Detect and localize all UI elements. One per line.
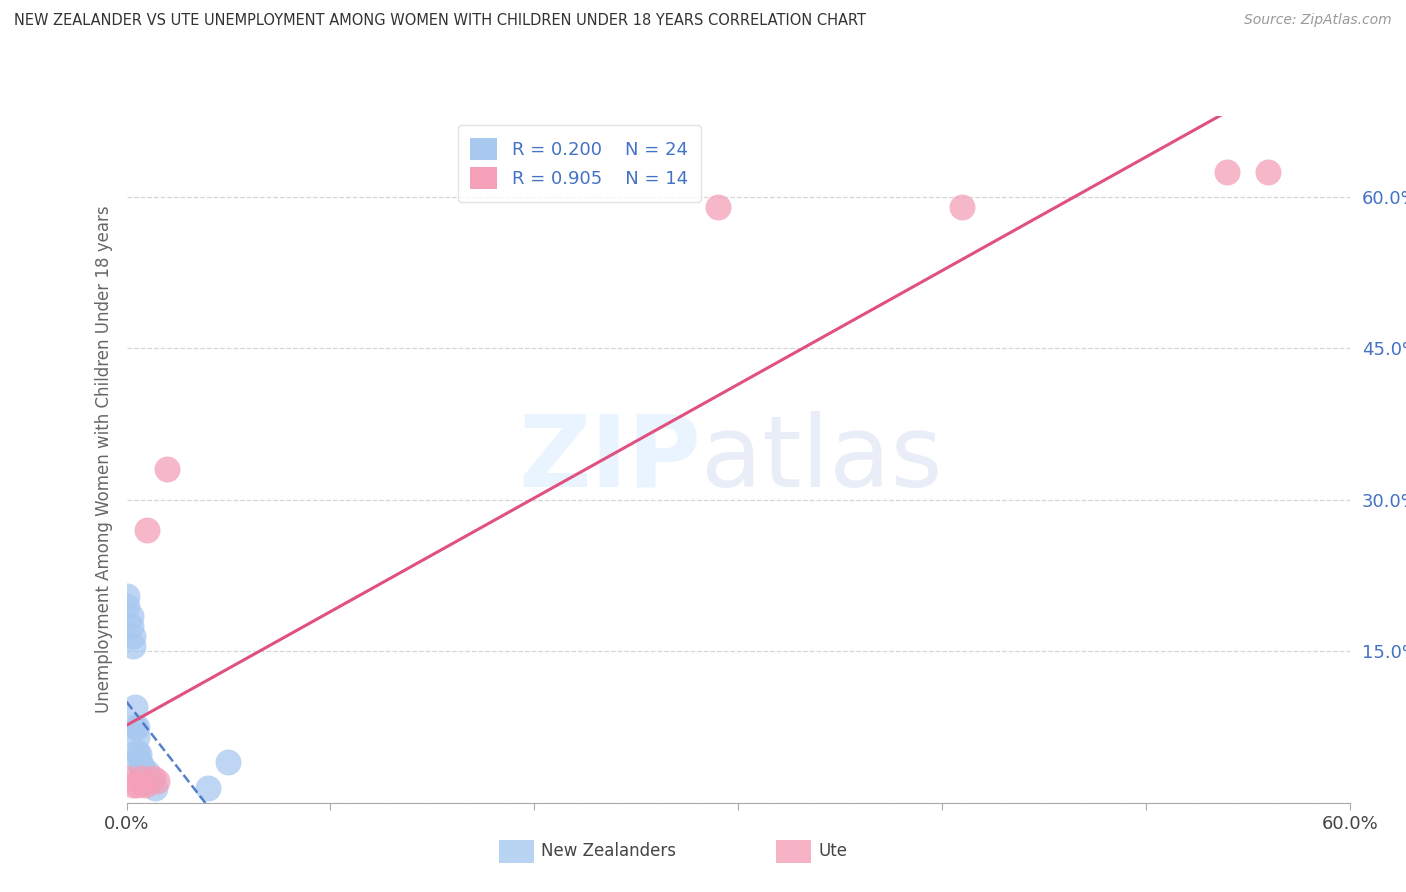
- Text: atlas: atlas: [702, 411, 943, 508]
- Point: [1216, 164, 1239, 178]
- Point: [120, 609, 142, 624]
- Point: [115, 771, 138, 785]
- Point: [197, 780, 219, 795]
- Point: [121, 629, 143, 643]
- Text: New Zealanders: New Zealanders: [541, 842, 676, 860]
- Point: [950, 200, 973, 214]
- Point: [129, 757, 152, 772]
- Text: NEW ZEALANDER VS UTE UNEMPLOYMENT AMONG WOMEN WITH CHILDREN UNDER 18 YEARS CORRE: NEW ZEALANDER VS UTE UNEMPLOYMENT AMONG …: [14, 13, 866, 29]
- Point: [129, 764, 152, 778]
- Point: [125, 778, 148, 792]
- Point: [135, 765, 157, 780]
- Point: [1257, 164, 1279, 178]
- Point: [124, 720, 146, 734]
- Point: [121, 639, 143, 653]
- Point: [134, 767, 156, 781]
- Point: [115, 589, 138, 603]
- Text: Ute: Ute: [818, 842, 848, 860]
- Point: [125, 720, 148, 734]
- Text: ZIP: ZIP: [519, 411, 702, 508]
- Point: [139, 773, 162, 788]
- Point: [217, 756, 239, 770]
- Legend: R = 0.200    N = 24, R = 0.905    N = 14: R = 0.200 N = 24, R = 0.905 N = 14: [458, 125, 700, 202]
- Point: [135, 523, 157, 537]
- Point: [132, 764, 155, 778]
- Point: [120, 619, 142, 633]
- Point: [143, 780, 166, 795]
- Point: [125, 745, 148, 759]
- Point: [135, 773, 157, 788]
- Point: [129, 771, 152, 785]
- Point: [128, 747, 150, 762]
- Point: [121, 778, 143, 792]
- Point: [125, 730, 148, 744]
- Point: [706, 200, 728, 214]
- Point: [124, 699, 146, 714]
- Point: [142, 771, 165, 785]
- Point: [156, 462, 179, 476]
- Point: [128, 756, 150, 770]
- Text: Source: ZipAtlas.com: Source: ZipAtlas.com: [1244, 13, 1392, 28]
- Point: [132, 775, 155, 789]
- Point: [134, 778, 156, 792]
- Y-axis label: Unemployment Among Women with Children Under 18 years: Unemployment Among Women with Children U…: [94, 205, 112, 714]
- Point: [146, 773, 169, 788]
- Point: [132, 767, 155, 781]
- Point: [115, 599, 138, 613]
